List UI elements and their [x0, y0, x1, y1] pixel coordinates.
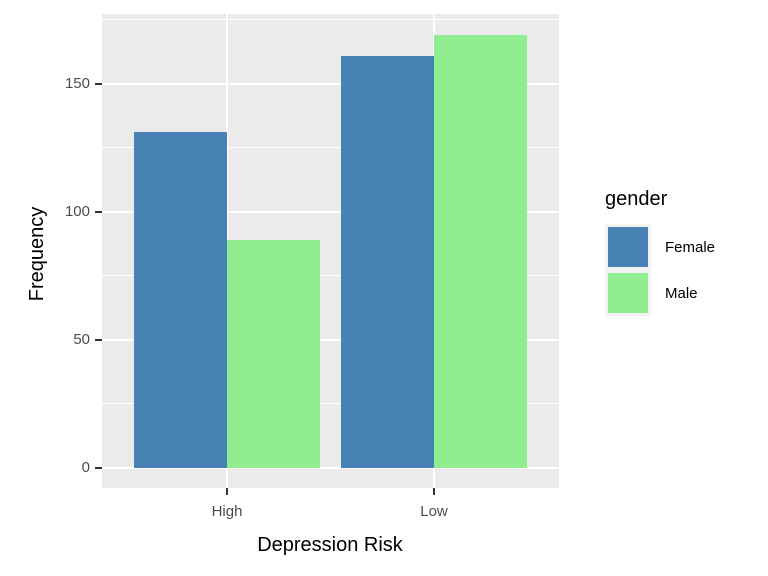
y-tick-mark [95, 210, 102, 213]
gridline-major-y [102, 467, 559, 469]
x-tick-label-low: Low [420, 503, 448, 520]
gridline-minor-y [102, 403, 559, 405]
legend-swatch-male [608, 273, 648, 313]
gridline-minor-y [102, 19, 559, 21]
y-tick-mark [95, 338, 102, 341]
legend-swatch-female [608, 227, 648, 267]
y-tick-label: 150 [64, 74, 90, 92]
legend-key [605, 224, 651, 270]
legend-items: Female Male [605, 224, 765, 316]
x-axis-title: Depression Risk [257, 534, 403, 556]
x-tick-label-high: High [211, 503, 243, 520]
y-tick-label: 100 [64, 202, 90, 220]
gridline-major-y [102, 338, 559, 341]
legend-item-female: Female [605, 224, 765, 270]
legend-item-label: Female [665, 238, 716, 256]
legend-item-male: Male [605, 270, 765, 316]
x-tick-mark [226, 488, 228, 495]
gridline-major-y [102, 82, 559, 85]
bar-low-male [434, 35, 527, 468]
bar-high-female [134, 132, 227, 468]
y-tick-label: 0 [81, 459, 90, 476]
y-tick-mark [95, 467, 102, 469]
y-tick-mark [95, 82, 102, 85]
legend-item-label: Male [665, 284, 698, 302]
legend-title: gender [605, 188, 668, 210]
y-axis-title: Frequency [26, 206, 48, 302]
bar-high-male [227, 239, 320, 468]
gridline-minor-y [102, 147, 559, 149]
gridline-major-y [102, 210, 559, 213]
legend-key [605, 270, 651, 316]
y-tick-label: 50 [73, 330, 90, 348]
bar-low-female [341, 55, 434, 468]
gridline-minor-y [102, 275, 559, 277]
legend: gender Female Male [605, 186, 765, 316]
plot-panel [102, 14, 559, 488]
x-tick-mark [433, 488, 435, 495]
